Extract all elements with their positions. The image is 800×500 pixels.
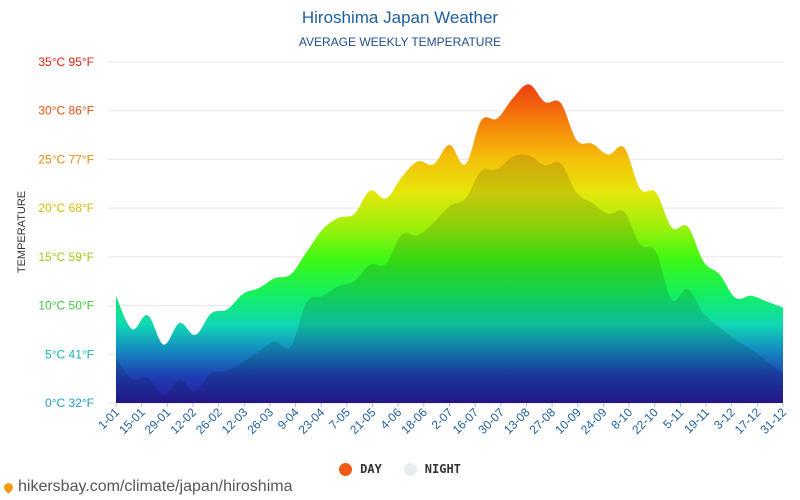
y-tick-label: 5°C 41°F (45, 347, 94, 361)
day-legend-label: DAY (360, 462, 382, 476)
legend-item-night[interactable]: NIGHT (403, 462, 461, 476)
night-series-area (116, 154, 783, 403)
location-pin-icon (2, 480, 15, 494)
x-tick-label: 26-02 (193, 405, 225, 437)
series-areas (116, 84, 783, 403)
x-tick-label: 17-12 (732, 405, 764, 437)
x-tick-label: 19-11 (681, 405, 712, 436)
x-tick-label: 24-09 (578, 405, 610, 437)
x-tick-label: 22-10 (629, 405, 661, 437)
x-tick-label: 10-09 (552, 405, 584, 437)
source-url: hikersbay.com/climate/japan/hiroshima (18, 478, 293, 495)
legend-item-day[interactable]: DAY (339, 462, 382, 476)
night-legend-marker (403, 462, 417, 476)
y-tick-label: 25°C 77°F (38, 152, 94, 166)
night-series-shade (116, 154, 783, 403)
chart-legend: DAY NIGHT (0, 462, 800, 476)
chart-subtitle: AVERAGE WEEKLY TEMPERATURE (298, 35, 502, 49)
x-tick-label: 23-04 (296, 405, 328, 437)
source-watermark[interactable]: hikersbay.com/climate/japan/hiroshima (2, 478, 293, 496)
x-tick-label: 29-01 (142, 405, 174, 437)
x-tick-label: 13-08 (501, 405, 533, 437)
y-tick-label: 20°C 68°F (38, 201, 94, 215)
x-tick-label: 30-07 (475, 405, 507, 437)
y-tick-label: 30°C 86°F (38, 104, 94, 118)
y-tick-label: 35°C 95°F (38, 55, 94, 69)
x-tick-label: 12-03 (219, 405, 251, 437)
x-tick-label: 18-06 (398, 405, 430, 437)
day-legend-marker (339, 462, 353, 476)
x-tick-label: 27-08 (527, 405, 559, 437)
night-legend-label: NIGHT (424, 462, 461, 476)
y-axis-label: TEMPERATURE (16, 191, 28, 273)
x-axis-ticks: 1-0115-0129-0112-0226-0212-0326-039-0423… (95, 403, 789, 437)
chart-title: Hiroshima Japan Weather (301, 8, 499, 27)
x-tick-label: 31-12 (758, 405, 790, 437)
y-tick-label: 0°C 32°F (45, 396, 94, 410)
x-tick-label: 12-02 (167, 405, 199, 437)
x-tick-label: 15-01 (116, 405, 148, 437)
x-tick-label: 21-05 (347, 405, 379, 437)
y-axis-ticks: 0°C 32°F 5°C 41°F 10°C 50°F 15°C 59°F 20°C 6… (38, 55, 94, 410)
y-tick-label: 15°C 59°F (38, 250, 94, 264)
x-tick-label: 16-07 (450, 405, 482, 437)
y-tick-label: 10°C 50°F (38, 299, 94, 313)
x-tick-label: 26-03 (244, 405, 276, 437)
